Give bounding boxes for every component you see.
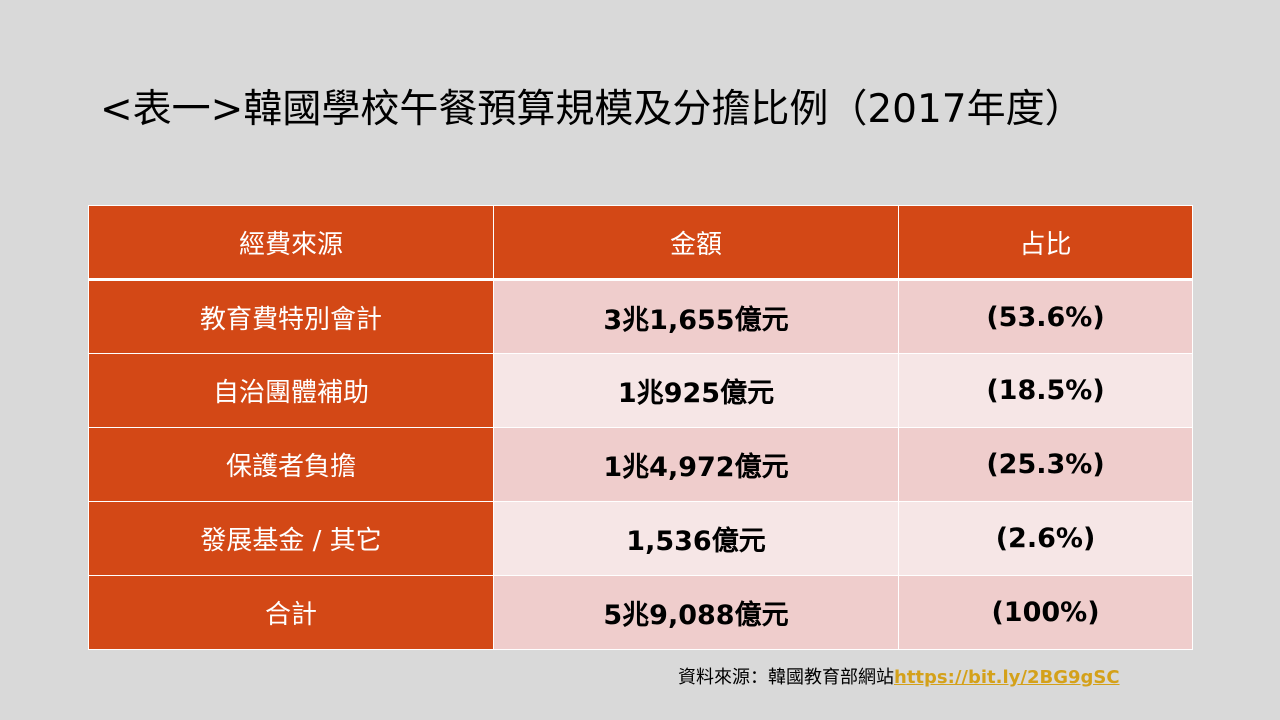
source-link[interactable]: https://bit.ly/2BG9gSC [894,667,1120,688]
total-share-cell: (100%) [898,575,1193,650]
total-amount-cell: 5兆9,088億元 [493,575,899,650]
data-source-note: 資料來源：韓國教育部網站https://bit.ly/2BG9gSC [678,666,1120,690]
total-label-cell: 合計 [88,575,494,650]
table-row: 教育費特別會計 3兆1,655億元 (53.6%) [88,279,1193,354]
column-header-amount: 金額 [493,205,899,281]
amount-cell: 1,536億元 [493,501,899,576]
page-title: <表一>韓國學校午餐預算規模及分擔比例（2017年度） [100,87,1084,132]
source-cell: 保護者負擔 [88,427,494,502]
share-cell: (25.3%) [898,427,1193,502]
share-cell: (53.6%) [898,279,1193,354]
table-row: 自治團體補助 1兆925億元 (18.5%) [88,353,1193,428]
source-label: 資料來源：韓國教育部網站 [678,667,894,688]
amount-cell: 3兆1,655億元 [493,279,899,354]
amount-cell: 1兆925億元 [493,353,899,428]
share-cell: (18.5%) [898,353,1193,428]
column-header-source: 經費來源 [88,205,494,281]
amount-cell: 1兆4,972億元 [493,427,899,502]
share-cell: (2.6%) [898,501,1193,576]
source-cell: 自治團體補助 [88,353,494,428]
table-row-total: 合計 5兆9,088億元 (100%) [88,575,1193,650]
source-cell: 教育費特別會計 [88,279,494,354]
table-header-row: 經費來源 金額 占比 [88,205,1193,281]
budget-table: 經費來源 金額 占比 教育費特別會計 3兆1,655億元 (53.6%) 自治團… [88,205,1193,650]
table-row: 保護者負擔 1兆4,972億元 (25.3%) [88,427,1193,502]
column-header-share: 占比 [898,205,1193,281]
source-cell: 發展基金 / 其它 [88,501,494,576]
table-row: 發展基金 / 其它 1,536億元 (2.6%) [88,501,1193,576]
